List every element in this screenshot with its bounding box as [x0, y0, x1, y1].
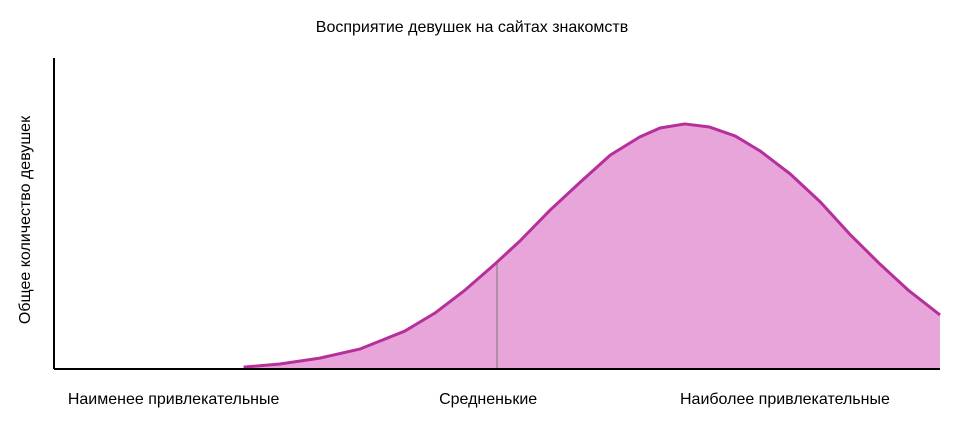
area-line	[243, 122, 941, 369]
chart-title: Восприятие девушек на сайтах знакомств	[316, 19, 628, 36]
x-tick-label: Средненькие	[439, 391, 537, 408]
y-axis-label: Общее количество девушек	[17, 115, 34, 324]
x-tick-label: Наиболее привлекательные	[680, 391, 890, 408]
area-fill	[243, 123, 940, 369]
x-tick-label: Наименее привлекательные	[68, 391, 280, 408]
